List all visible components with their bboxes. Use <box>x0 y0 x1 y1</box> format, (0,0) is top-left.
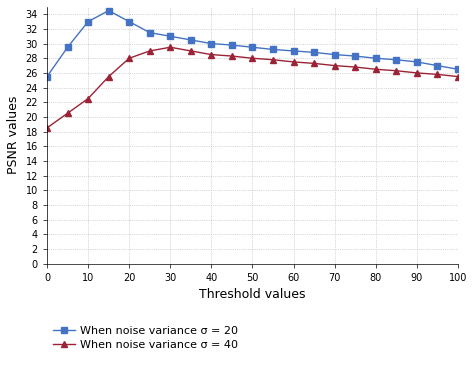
When noise variance σ = 20 <box>352 54 358 58</box>
When noise variance σ = 20 <box>44 74 50 79</box>
When noise variance σ = 20 <box>85 19 91 24</box>
When noise variance σ = 40 <box>65 111 71 115</box>
When noise variance σ = 20 <box>147 30 153 35</box>
When noise variance σ = 20 <box>373 56 379 60</box>
Y-axis label: PSNR values: PSNR values <box>7 96 20 175</box>
When noise variance σ = 40 <box>414 71 419 75</box>
When noise variance σ = 20 <box>311 50 317 55</box>
When noise variance σ = 20 <box>188 38 194 42</box>
Legend: When noise variance σ = 20, When noise variance σ = 40: When noise variance σ = 20, When noise v… <box>53 325 238 350</box>
When noise variance σ = 40 <box>332 63 337 68</box>
When noise variance σ = 40 <box>44 126 50 130</box>
When noise variance σ = 20 <box>393 57 399 62</box>
When noise variance σ = 40 <box>106 74 111 79</box>
When noise variance σ = 20 <box>291 49 296 53</box>
X-axis label: Threshold values: Threshold values <box>199 288 306 301</box>
When noise variance σ = 20 <box>270 47 276 52</box>
When noise variance σ = 40 <box>455 74 461 79</box>
When noise variance σ = 40 <box>352 65 358 69</box>
When noise variance σ = 40 <box>229 54 235 58</box>
When noise variance σ = 40 <box>127 56 132 60</box>
When noise variance σ = 40 <box>209 52 214 57</box>
When noise variance σ = 40 <box>435 72 440 76</box>
When noise variance σ = 40 <box>393 68 399 73</box>
When noise variance σ = 20 <box>455 67 461 71</box>
When noise variance σ = 40 <box>311 61 317 66</box>
When noise variance σ = 40 <box>373 67 379 71</box>
When noise variance σ = 20 <box>332 52 337 57</box>
When noise variance σ = 40 <box>270 57 276 62</box>
When noise variance σ = 40 <box>85 96 91 101</box>
When noise variance σ = 20 <box>106 8 111 13</box>
Line: When noise variance σ = 20: When noise variance σ = 20 <box>44 7 461 80</box>
When noise variance σ = 20 <box>127 19 132 24</box>
When noise variance σ = 20 <box>65 45 71 49</box>
Line: When noise variance σ = 40: When noise variance σ = 40 <box>44 44 461 131</box>
When noise variance σ = 40 <box>147 49 153 53</box>
When noise variance σ = 40 <box>167 45 173 49</box>
When noise variance σ = 20 <box>414 60 419 64</box>
When noise variance σ = 20 <box>435 63 440 68</box>
When noise variance σ = 40 <box>250 56 255 60</box>
When noise variance σ = 20 <box>250 45 255 49</box>
When noise variance σ = 20 <box>167 34 173 38</box>
When noise variance σ = 40 <box>188 49 194 53</box>
When noise variance σ = 20 <box>209 41 214 46</box>
When noise variance σ = 20 <box>229 43 235 47</box>
When noise variance σ = 40 <box>291 60 296 64</box>
